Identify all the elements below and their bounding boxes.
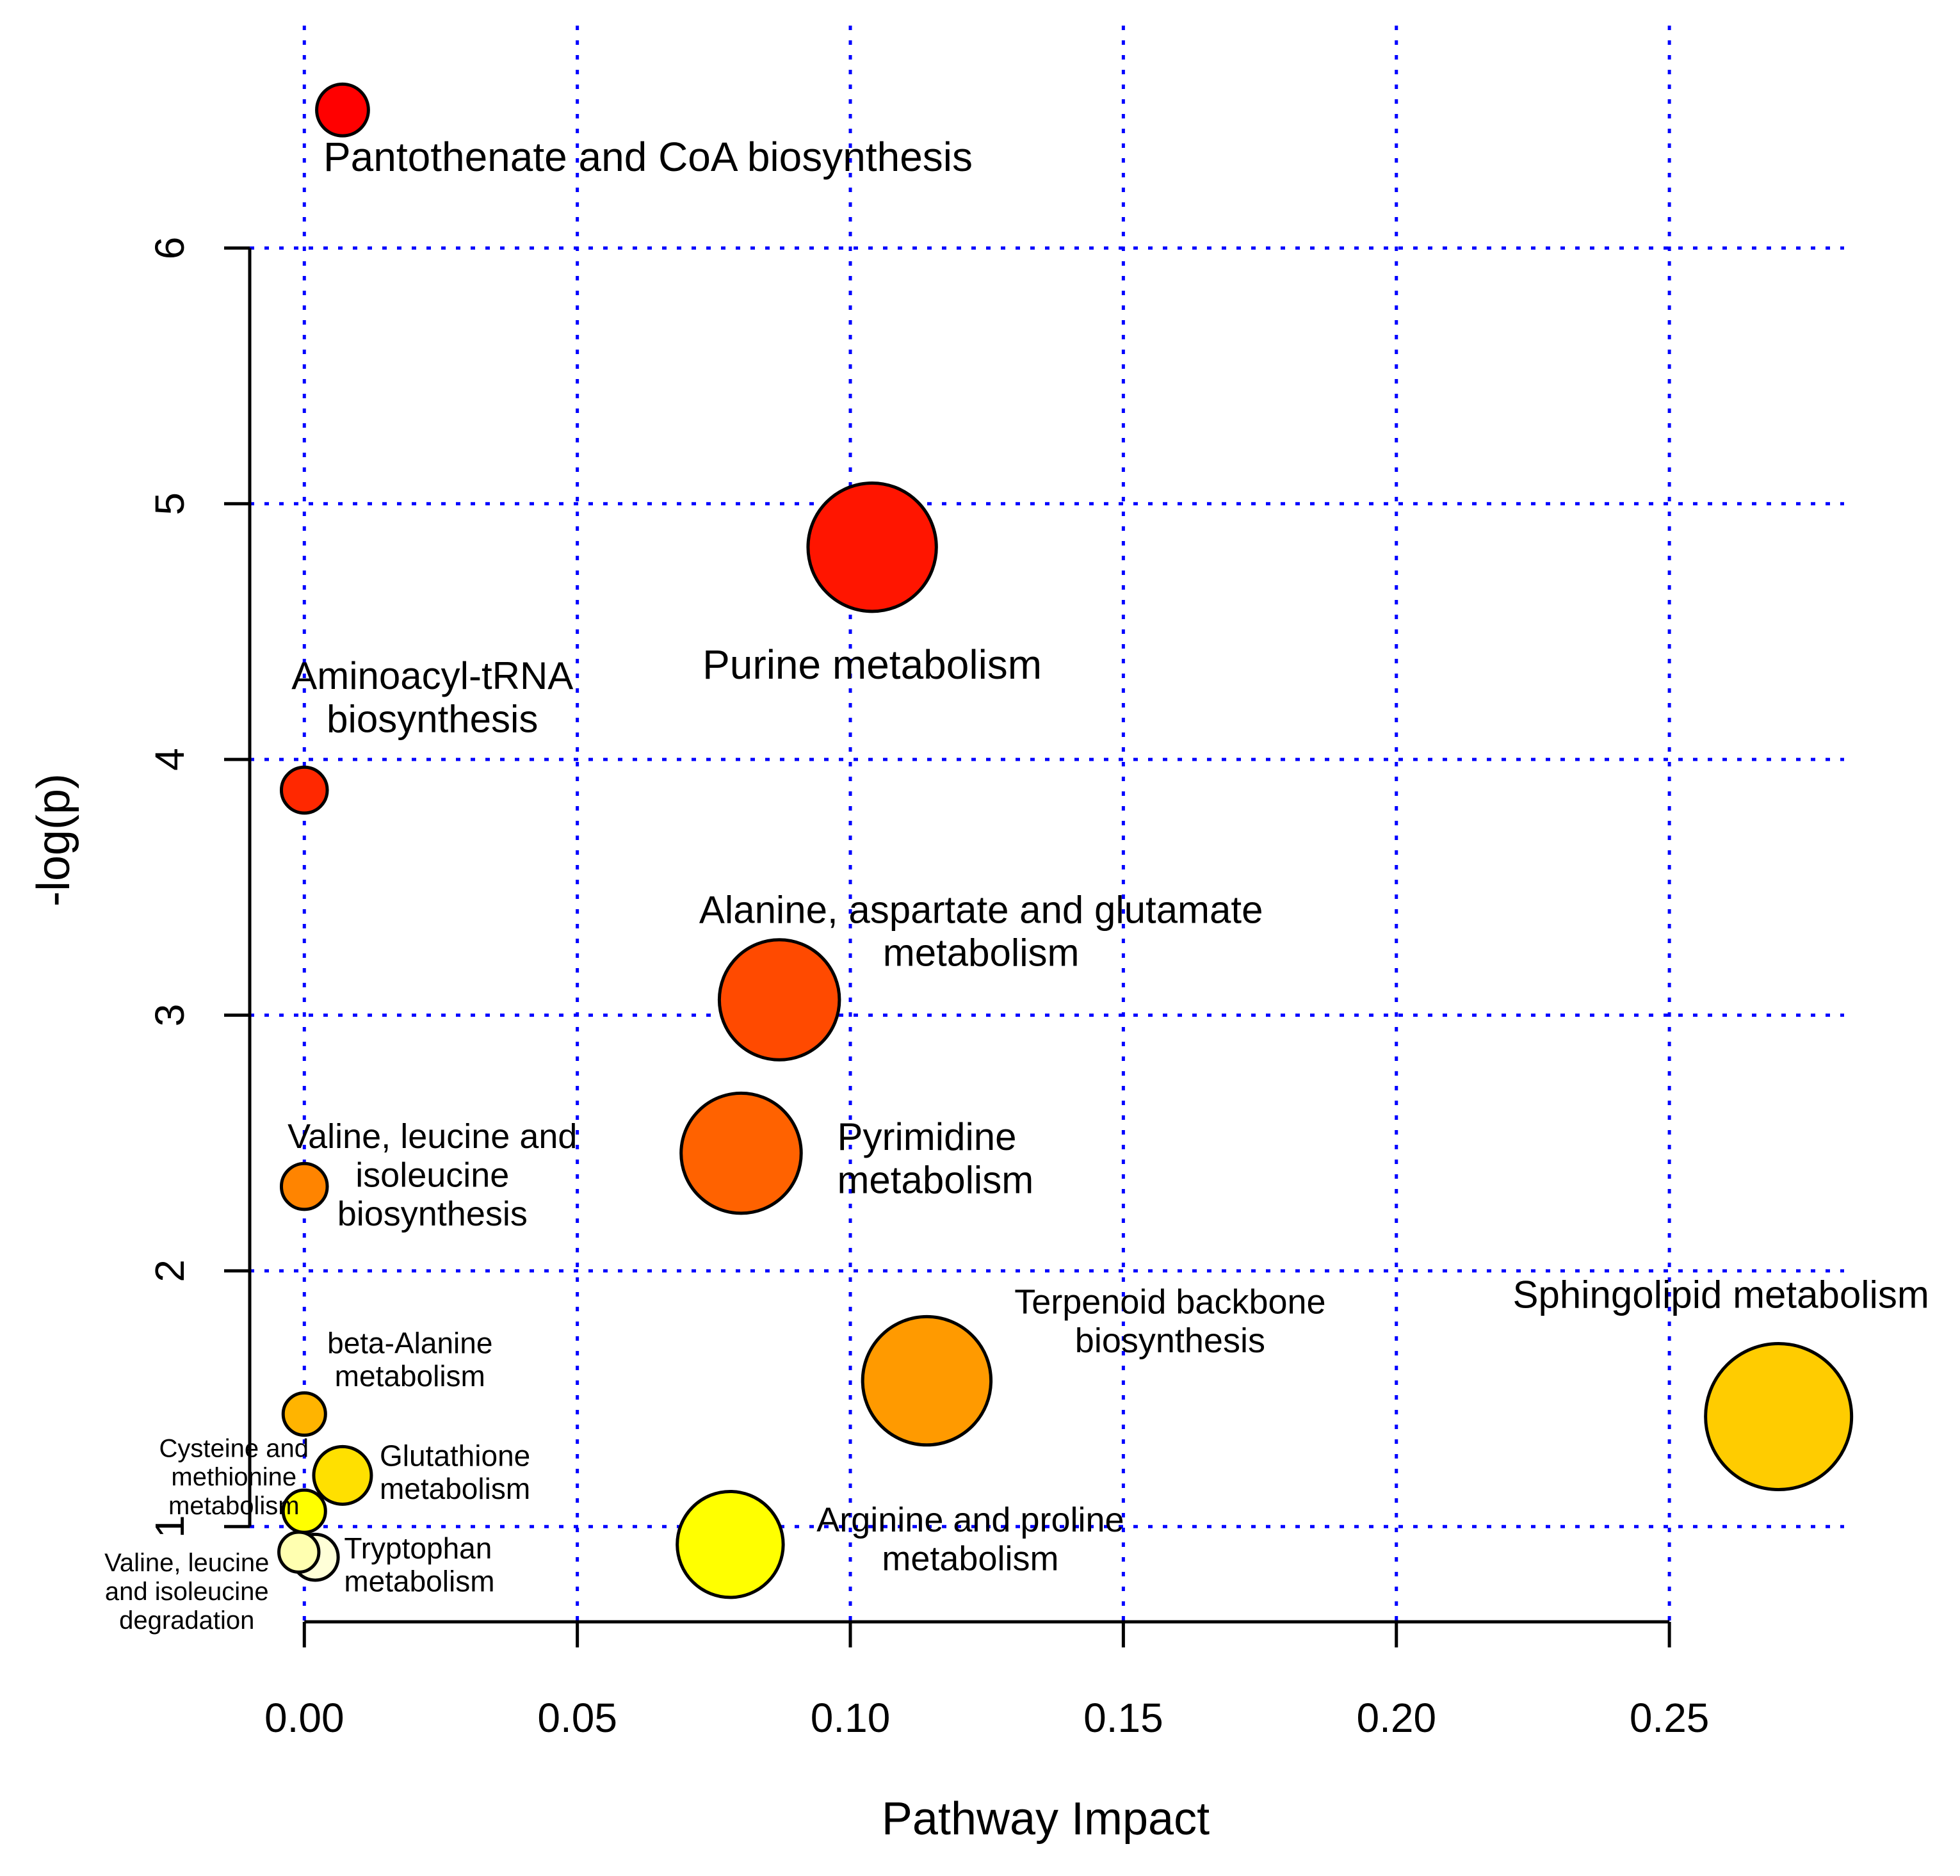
point-label: Cysteine and methionine metabolism bbox=[159, 1434, 309, 1520]
x-tick-label: 0.05 bbox=[537, 1695, 617, 1741]
point-label-line: Glutathione bbox=[380, 1439, 530, 1472]
point-label: Purine metabolism bbox=[702, 642, 1042, 688]
data-point bbox=[806, 481, 938, 613]
y-axis-title: -log(p) bbox=[28, 773, 79, 907]
point-label-line: and isoleucine bbox=[105, 1578, 269, 1606]
x-tick-label: 0.25 bbox=[1630, 1695, 1710, 1741]
point-label-line: Cysteine and bbox=[159, 1434, 309, 1462]
y-tick-label: 3 bbox=[147, 1004, 193, 1027]
point-label-line: Terpenoid backbone bbox=[1014, 1283, 1325, 1322]
point-label-line: beta-Alanine bbox=[327, 1326, 492, 1359]
x-tick-label: 0.15 bbox=[1083, 1695, 1163, 1741]
point-label-line: metabolism bbox=[837, 1158, 1033, 1201]
y-tick-label: 5 bbox=[147, 492, 193, 515]
point-label: Tryptophan metabolism bbox=[344, 1532, 494, 1598]
point-label-line: Tryptophan bbox=[344, 1532, 492, 1565]
point-label-line: Arginine and proline bbox=[816, 1501, 1124, 1539]
point-label-line: Pyrimidine bbox=[837, 1115, 1016, 1158]
y-tick-label: 2 bbox=[147, 1259, 193, 1282]
data-point bbox=[281, 1391, 327, 1437]
point-label-line: biosynthesis bbox=[337, 1195, 528, 1233]
point-label: Alanine, aspartate and glutamate metaboli… bbox=[699, 889, 1263, 974]
axes: 0.00 0.05 0.10 0.15 0.20 0.25 1 2 3 4 5 6 bbox=[147, 237, 1709, 1741]
point-label-line: Purine metabolism bbox=[702, 642, 1042, 688]
point-label-line: degradation bbox=[119, 1606, 254, 1635]
data-points bbox=[277, 82, 1854, 1599]
point-label-line: Sphingolipid metabolism bbox=[1512, 1273, 1929, 1316]
point-label: Pyrimidine metabolism bbox=[837, 1115, 1033, 1201]
point-label-line: metabolism bbox=[335, 1359, 485, 1393]
point-label-line: Pantothenate and CoA biosynthesis bbox=[323, 134, 973, 180]
point-label: Sphingolipid metabolism bbox=[1512, 1273, 1929, 1316]
point-label-line: Alanine, aspartate and glutamate bbox=[699, 889, 1263, 932]
point-label-line: biosynthesis bbox=[327, 697, 538, 740]
data-point bbox=[279, 765, 329, 815]
data-point bbox=[277, 1530, 321, 1574]
data-point bbox=[679, 1091, 803, 1215]
point-label-line: metabolism bbox=[344, 1565, 494, 1598]
x-tick-label: 0.10 bbox=[811, 1695, 891, 1741]
y-tick-label: 1 bbox=[147, 1515, 193, 1538]
point-label-line: isoleucine bbox=[355, 1156, 509, 1195]
point-label: Terpenoid backbone biosynthesis bbox=[1014, 1283, 1325, 1360]
data-point bbox=[717, 938, 841, 1062]
point-label-line: metabolism bbox=[168, 1492, 300, 1520]
point-label: Valine, leucine and isoleucine degradation bbox=[104, 1549, 269, 1635]
point-label-line: Aminoacyl-tRNA bbox=[291, 654, 573, 697]
point-label-line: metabolism bbox=[380, 1472, 530, 1505]
point-label-line: Valine, leucine bbox=[104, 1549, 269, 1577]
x-tick-label: 0.20 bbox=[1356, 1695, 1436, 1741]
point-label-line: metabolism bbox=[882, 1540, 1058, 1578]
grid-lines bbox=[250, 26, 1844, 1622]
data-point bbox=[861, 1314, 993, 1447]
point-label: Pantothenate and CoA biosynthesis bbox=[323, 134, 973, 180]
y-tick-label: 6 bbox=[147, 237, 193, 260]
point-label: Arginine and proline metabolism bbox=[816, 1501, 1124, 1578]
data-point bbox=[315, 82, 370, 138]
data-point bbox=[1704, 1341, 1854, 1491]
point-label-line: metabolism bbox=[883, 932, 1080, 974]
x-tick-label: 0.00 bbox=[264, 1695, 344, 1741]
x-axis-title: Pathway Impact bbox=[882, 1793, 1210, 1845]
point-labels: Pantothenate and CoA biosynthesis Purine … bbox=[104, 134, 1929, 1635]
data-point bbox=[676, 1489, 785, 1599]
point-label: Valine, leucine and isoleucine biosynthesi… bbox=[288, 1117, 577, 1233]
point-label: Aminoacyl-tRNA biosynthesis bbox=[291, 654, 573, 740]
y-tick-label: 4 bbox=[147, 748, 193, 771]
point-label: beta-Alanine metabolism bbox=[327, 1326, 492, 1393]
data-point bbox=[312, 1444, 373, 1506]
data-point bbox=[279, 1161, 329, 1211]
point-label-line: methionine bbox=[171, 1463, 296, 1491]
point-label: Glutathione metabolism bbox=[380, 1439, 530, 1505]
point-label-line: biosynthesis bbox=[1075, 1322, 1265, 1360]
point-label-line: Valine, leucine and bbox=[288, 1117, 577, 1156]
